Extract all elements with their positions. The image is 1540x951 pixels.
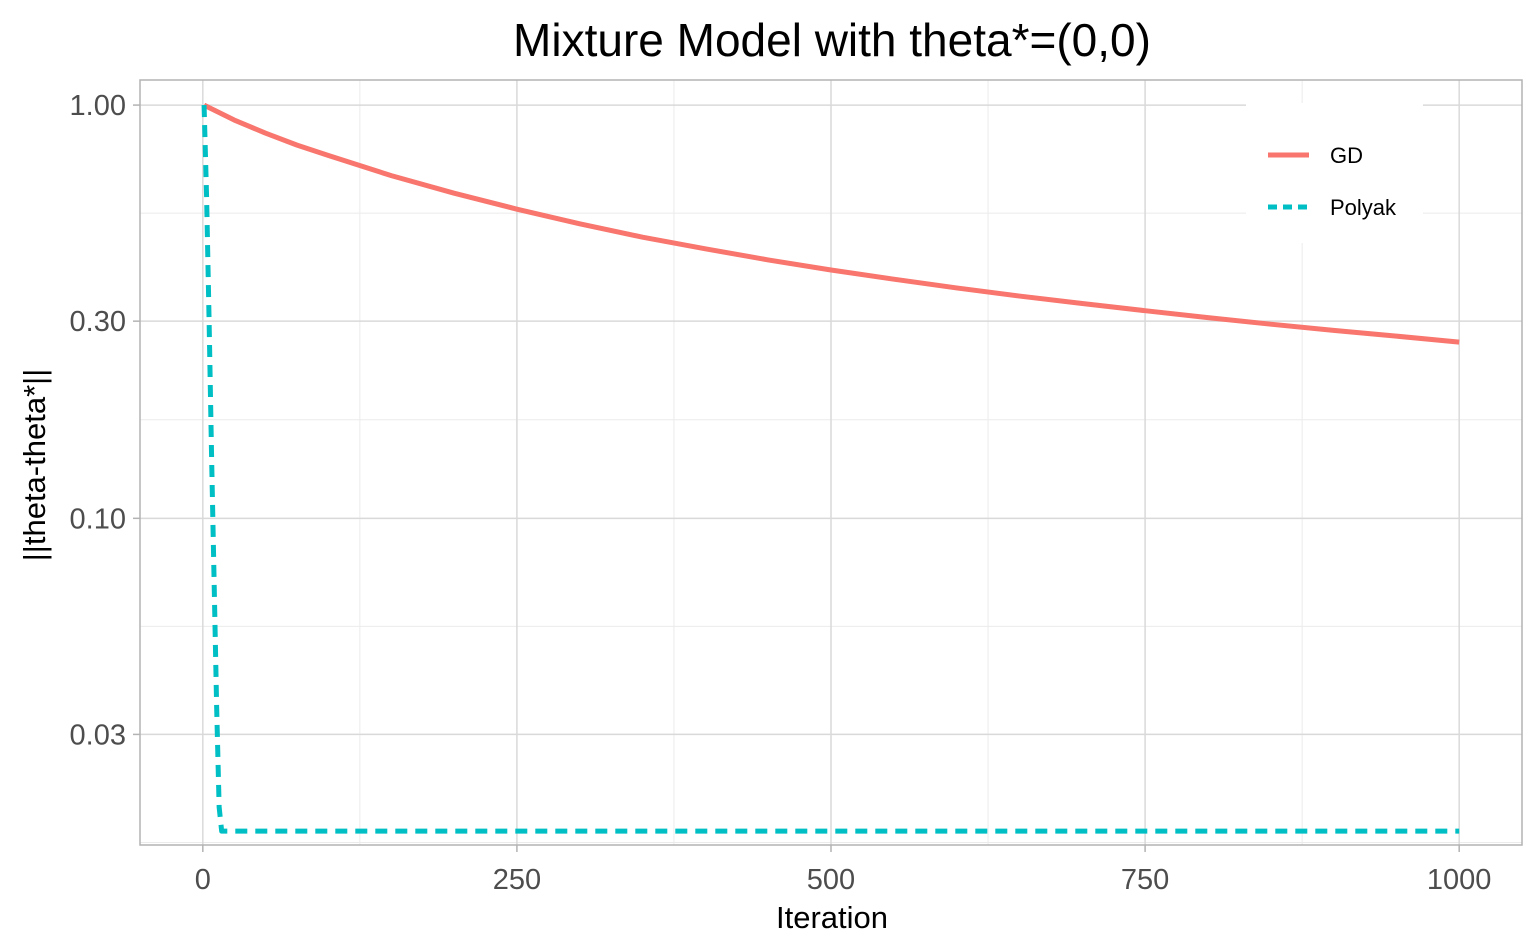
y-tick-label: 0.30 [70,306,126,338]
legend-background [1246,103,1423,243]
legend-label-gd: GD [1330,143,1363,168]
tick-layer: 0 250 500 750 1000 0.03 0.10 0.30 1.00 [70,90,1492,896]
y-tick-label: 0.10 [70,503,126,535]
chart-title: Mixture Model with theta*=(0,0) [513,14,1151,66]
x-tick-label: 250 [493,864,541,896]
series-line-polyak [201,105,1460,834]
x-tick-label: 500 [807,864,855,896]
x-tick-label: 750 [1121,864,1169,896]
series-layer [201,102,1460,834]
y-tick-label: 1.00 [70,90,126,122]
y-tick-label: 0.03 [70,719,126,751]
grid-layer [140,80,1522,845]
x-axis-title: Iteration [776,900,888,935]
legend-label-polyak: Polyak [1330,195,1397,220]
x-tick-label: 0 [195,864,211,896]
series-line-gd [202,102,1460,345]
x-tick-label: 1000 [1427,864,1492,896]
y-axis-title: ||theta-theta*|| [17,369,52,562]
legend: GD Polyak [1246,103,1423,243]
